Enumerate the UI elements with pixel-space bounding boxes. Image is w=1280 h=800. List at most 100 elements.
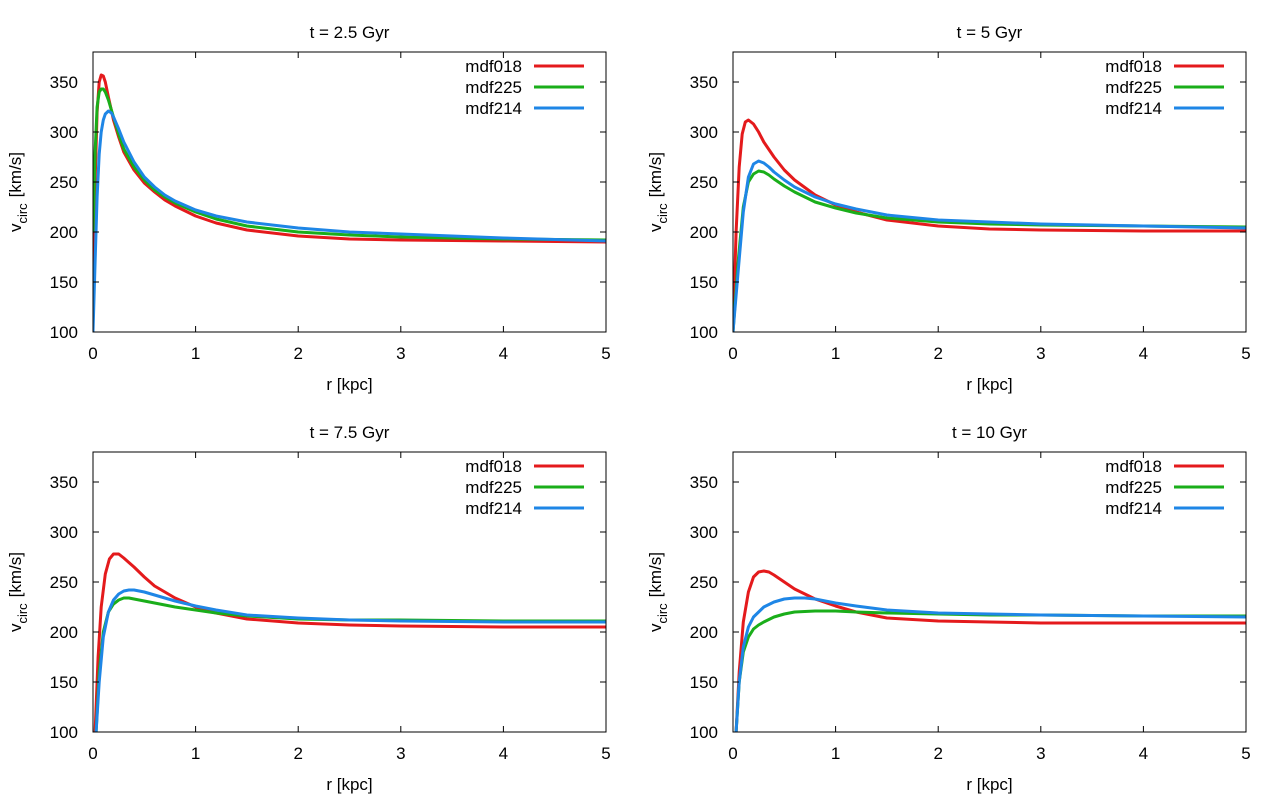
- series-line-mdf018: [734, 569, 1246, 732]
- legend-label-mdf225: mdf225: [1105, 78, 1162, 97]
- series-line-mdf018: [733, 118, 1246, 332]
- x-tick-label: 4: [499, 344, 508, 363]
- y-axis-label-main: v: [6, 223, 25, 232]
- chart-panel-3: t = 7.5 Gyr 0 1 2 3 4 5 100 150 200 250 300 350 r [kp…: [6, 423, 611, 794]
- plot-frame: [92, 51, 607, 333]
- series-line-mdf225: [93, 87, 606, 242]
- chart-title: t = 5 Gyr: [957, 23, 1023, 42]
- chart-panel-4: t = 10 Gyr 0 1 2 3 4 5 100 150 200 250 300 350 r [kpc…: [646, 423, 1251, 794]
- y-axis-label-unit: [km/s]: [646, 152, 665, 197]
- series-line-mdf225: [94, 596, 606, 732]
- y-axis-label-sub: circ: [15, 203, 30, 224]
- x-tick-label: 2: [293, 344, 302, 363]
- y-axis-label-main: v: [646, 223, 665, 232]
- x-tick-label: 1: [831, 344, 840, 363]
- x-tick-label: 5: [1241, 744, 1250, 763]
- x-tick-label: 3: [1036, 744, 1045, 763]
- series-line-mdf214: [733, 159, 1246, 332]
- y-axis-label-unit: [km/s]: [646, 552, 665, 597]
- x-tick-label: 4: [499, 744, 508, 763]
- chart-title: t = 7.5 Gyr: [310, 423, 390, 442]
- x-tick-label: 3: [396, 744, 405, 763]
- chart-title: t = 10 Gyr: [952, 423, 1027, 442]
- y-tick-label: 200: [50, 223, 78, 242]
- legend-label-mdf214: mdf214: [465, 499, 522, 518]
- x-tick-label: 2: [933, 344, 942, 363]
- y-axis-label-unit: [km/s]: [6, 152, 25, 197]
- y-axis-label-main: v: [646, 623, 665, 632]
- legend-label-mdf018: mdf018: [1105, 457, 1162, 476]
- y-tick-label: 200: [690, 223, 718, 242]
- y-tick-label: 200: [690, 623, 718, 642]
- chart-panel-1: t = 2.5 Gyr 0 1 2 3 4 5 100 150 200 250 300 350 r [kp…: [6, 23, 611, 394]
- x-tick-label: 1: [191, 344, 200, 363]
- y-axis-label-sub: circ: [15, 603, 30, 624]
- y-axis-label-sub: circ: [655, 203, 670, 224]
- x-tick-label: 5: [601, 344, 610, 363]
- y-tick-label: 150: [690, 673, 718, 692]
- x-tick-label: 3: [396, 344, 405, 363]
- x-axis-label: r [kpc]: [326, 375, 372, 394]
- legend-label-mdf214: mdf214: [1105, 499, 1162, 518]
- y-tick-label: 250: [50, 573, 78, 592]
- y-tick-label: 300: [690, 123, 718, 142]
- series-line-mdf214: [94, 588, 606, 732]
- y-tick-label: 300: [50, 523, 78, 542]
- y-tick-label: 100: [690, 323, 718, 342]
- y-axis-label-unit: [km/s]: [6, 552, 25, 597]
- y-tick-label: 300: [50, 123, 78, 142]
- series-line-mdf214: [734, 596, 1246, 732]
- x-tick-label: 1: [831, 744, 840, 763]
- x-tick-label: 5: [1241, 344, 1250, 363]
- legend-label-mdf225: mdf225: [465, 78, 522, 97]
- legend-label-mdf225: mdf225: [1105, 478, 1162, 497]
- y-axis-label-main: v: [6, 623, 25, 632]
- y-tick-label: 300: [690, 523, 718, 542]
- plot-frame: [732, 451, 1247, 733]
- y-axis-label-sub: circ: [655, 603, 670, 624]
- y-tick-label: 200: [50, 623, 78, 642]
- legend-label-mdf018: mdf018: [465, 457, 522, 476]
- x-tick-label: 2: [293, 744, 302, 763]
- y-tick-label: 350: [690, 473, 718, 492]
- y-tick-label: 350: [50, 473, 78, 492]
- y-axis-label: vcirc [km/s]: [6, 552, 30, 632]
- plot-frame: [732, 51, 1247, 333]
- x-tick-label: 3: [1036, 344, 1045, 363]
- y-tick-label: 250: [50, 173, 78, 192]
- x-tick-label: 1: [191, 744, 200, 763]
- series-line-mdf225: [734, 609, 1246, 732]
- legend-label-mdf018: mdf018: [465, 57, 522, 76]
- x-tick-label: 2: [933, 744, 942, 763]
- x-tick-label: 0: [728, 344, 737, 363]
- y-axis-label: vcirc [km/s]: [646, 552, 670, 632]
- y-tick-label: 100: [50, 323, 78, 342]
- y-axis-label: vcirc [km/s]: [646, 152, 670, 232]
- x-axis-label: r [kpc]: [326, 775, 372, 794]
- y-tick-label: 350: [690, 73, 718, 92]
- x-axis-label: r [kpc]: [966, 375, 1012, 394]
- legend-label-mdf225: mdf225: [465, 478, 522, 497]
- chart-panel-2: t = 5 Gyr 0 1 2 3 4 5 100 150 200 250 300 350 r [kpc]…: [646, 23, 1251, 394]
- series-line-mdf018: [93, 73, 606, 283]
- series-line-mdf214: [93, 109, 606, 332]
- legend-label-mdf018: mdf018: [1105, 57, 1162, 76]
- y-tick-label: 100: [690, 723, 718, 742]
- legend-label-mdf214: mdf214: [465, 99, 522, 118]
- plot-frame: [92, 451, 607, 733]
- x-tick-label: 4: [1139, 744, 1148, 763]
- series-line-mdf018: [93, 552, 606, 732]
- y-axis-label: vcirc [km/s]: [6, 152, 30, 232]
- y-tick-label: 250: [690, 173, 718, 192]
- legend-label-mdf214: mdf214: [1105, 99, 1162, 118]
- x-tick-label: 4: [1139, 344, 1148, 363]
- x-axis-label: r [kpc]: [966, 775, 1012, 794]
- y-tick-label: 100: [50, 723, 78, 742]
- x-tick-label: 0: [728, 744, 737, 763]
- y-tick-label: 150: [50, 673, 78, 692]
- chart-title: t = 2.5 Gyr: [310, 23, 390, 42]
- y-tick-label: 350: [50, 73, 78, 92]
- y-tick-label: 250: [690, 573, 718, 592]
- x-tick-label: 5: [601, 744, 610, 763]
